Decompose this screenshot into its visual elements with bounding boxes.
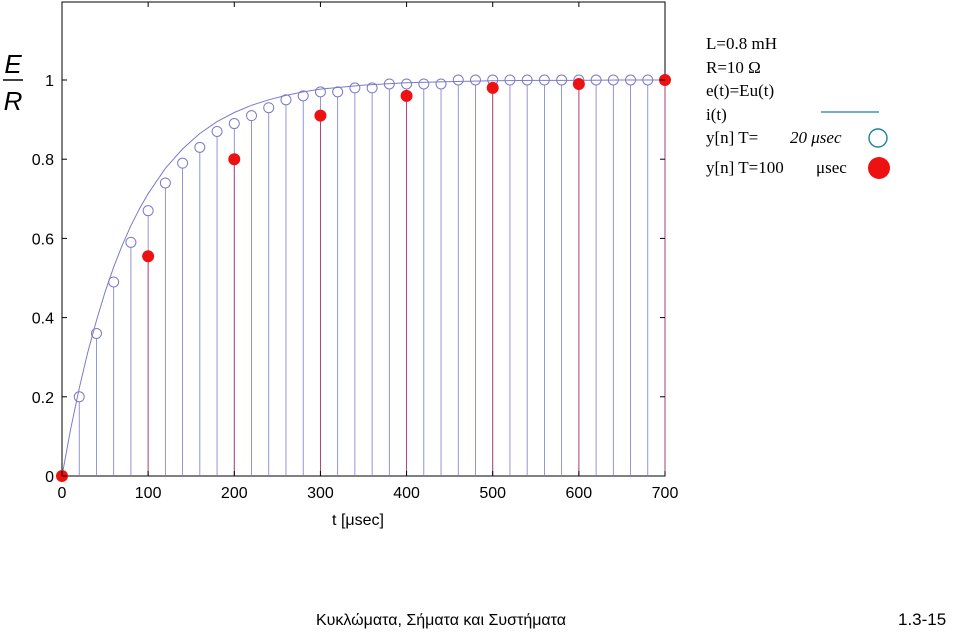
point-t20 <box>194 141 206 153</box>
point-t100 <box>400 89 413 102</box>
point-t20 <box>177 157 189 169</box>
legend-y20: y[n] T= 20 μsec <box>706 126 906 150</box>
legend-l-text: L=0.8 mH <box>706 34 777 53</box>
point-t20 <box>314 86 326 98</box>
point-t20 <box>504 74 516 86</box>
legend-r: R=10 Ω <box>706 56 906 80</box>
x-tick-label: 400 <box>393 485 420 502</box>
x-tick-label: 200 <box>221 485 248 502</box>
point-t20 <box>556 74 568 86</box>
point-t20 <box>90 327 102 339</box>
y-tick-label: 0.4 <box>32 311 54 328</box>
stems-t20 <box>61 85 666 481</box>
point-t20 <box>538 74 550 86</box>
point-t20 <box>297 90 309 102</box>
legend-y100-unit: μsec <box>816 157 847 177</box>
legend-l: L=0.8 mH <box>706 32 906 56</box>
axis-ticks <box>61 2 666 477</box>
y-tick-label: 0 <box>45 469 54 486</box>
point-t20 <box>263 102 275 114</box>
filled-circle-icon <box>868 156 890 179</box>
legend-e: e(t)=Eu(t) <box>706 79 906 103</box>
point-t20 <box>452 74 464 86</box>
y-tick-label: 1 <box>45 73 54 90</box>
point-t20 <box>142 205 154 217</box>
plot-frame <box>61 1 666 477</box>
x-tick-label: 500 <box>479 485 506 502</box>
point-t100 <box>142 250 155 263</box>
x-tick-label: 700 <box>652 485 679 502</box>
y-tick-label: 0.8 <box>32 152 54 169</box>
point-t20 <box>625 74 637 86</box>
x-tick-label: 0 <box>58 485 67 502</box>
point-t20 <box>418 78 430 90</box>
x-tick-label: 600 <box>566 485 593 502</box>
point-t20 <box>469 74 481 86</box>
point-t20 <box>401 78 413 90</box>
y-tick-label: 0.2 <box>32 390 54 407</box>
point-t100 <box>486 81 499 94</box>
point-t20 <box>435 78 447 90</box>
point-t20 <box>366 82 378 94</box>
legend-y20-value: 20 μsec <box>790 128 842 147</box>
point-t20 <box>642 74 654 86</box>
legend-i: i(t) <box>706 103 906 127</box>
stems-t100 <box>147 80 666 476</box>
point-t20 <box>521 74 533 86</box>
footer-title: Κυκλώματα, Σήματα και Συστήματα <box>316 612 567 629</box>
markers-t20 <box>56 74 671 482</box>
point-t20 <box>349 82 361 94</box>
x-tick-label: 100 <box>135 485 162 502</box>
x-tick-label: 300 <box>307 485 334 502</box>
y-axis-label-bottom: R <box>4 86 23 116</box>
point-t20 <box>332 86 344 98</box>
point-t100 <box>228 153 241 166</box>
legend: L=0.8 mH R=10 Ω e(t)=Eu(t) i(t) y[n] T= … <box>706 32 906 179</box>
y-axis-label-top: E <box>4 49 22 79</box>
series-line-i-t <box>61 79 665 477</box>
point-t100 <box>314 109 327 122</box>
point-t100 <box>572 77 585 90</box>
point-t20 <box>590 74 602 86</box>
point-t20 <box>125 236 137 248</box>
open-circle-icon <box>868 128 888 148</box>
x-axis-label: t [μsec] <box>332 512 384 529</box>
point-t20 <box>211 125 223 137</box>
legend-y100: y[n] T=100 μsec <box>706 156 906 180</box>
point-t20 <box>246 110 258 122</box>
y-tick-label: 0.6 <box>32 231 54 248</box>
legend-y20-prefix: y[n] T= <box>706 128 759 147</box>
plot-border <box>61 1 666 477</box>
point-t20 <box>228 118 240 130</box>
point-t20 <box>159 177 171 189</box>
point-t20 <box>607 74 619 86</box>
legend-y100-prefix: y[n] T=100 <box>706 157 784 177</box>
point-t20 <box>108 276 120 288</box>
point-t20 <box>383 78 395 90</box>
legend-r-text: R=10 Ω <box>706 57 761 77</box>
page-number: 1.3-15 <box>898 610 947 629</box>
legend-i-text: i(t) <box>706 104 727 124</box>
legend-e-text: e(t)=Eu(t) <box>706 81 775 100</box>
point-t20 <box>73 391 85 403</box>
axis-tick-labels: 0 100 200 300 400 500 600 700 0 0.2 0.4 0.6 0.8 1 <box>32 73 679 502</box>
legend-line-icon <box>821 110 879 113</box>
point-t20 <box>280 94 292 106</box>
